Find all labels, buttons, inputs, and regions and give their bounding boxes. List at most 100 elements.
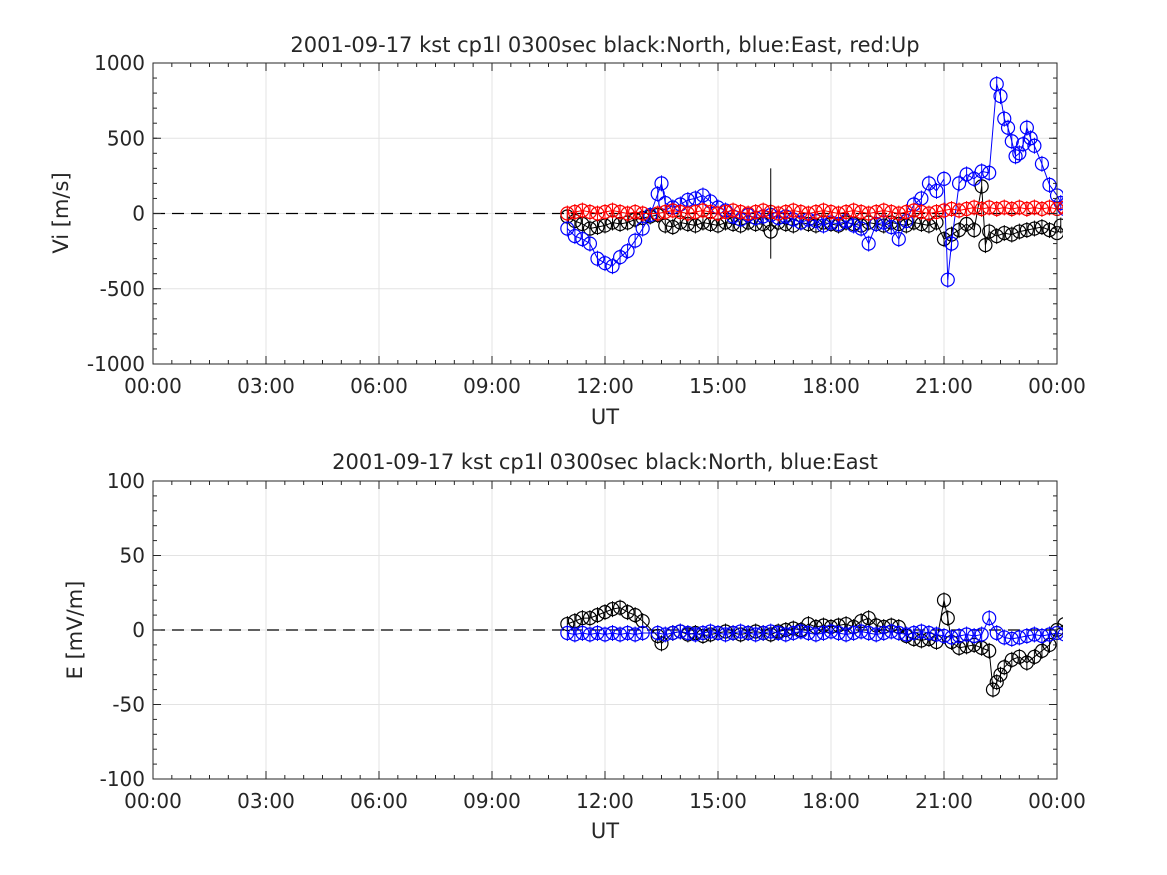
velocity-series-1-point [650, 186, 665, 202]
efield-series-1-point [620, 625, 635, 641]
efield-series-1-point [869, 627, 884, 642]
velocity-series-2-point [650, 206, 665, 221]
efield-series-1-point [861, 625, 876, 641]
velocity-x-tick-label: 21:00 [915, 374, 973, 398]
efield-series-1-point [951, 628, 967, 644]
velocity-series-2-point [974, 201, 989, 217]
efield-series-1-point [725, 625, 741, 641]
efield-series-1-point [967, 628, 982, 644]
velocity-series-1-point [959, 167, 974, 182]
efield-y-tick-label: 0 [132, 618, 145, 642]
efield-series-1-point [741, 625, 756, 641]
velocity-series-2-point [680, 206, 695, 221]
velocity-series-1-point [884, 219, 899, 235]
velocity-x-tick-label: 12:00 [576, 374, 634, 398]
velocity-series-2-point [575, 203, 590, 218]
efield-series-1-point [854, 624, 869, 639]
velocity-series-2-point [635, 206, 650, 221]
velocity-series-2-point [808, 204, 824, 220]
velocity-series-0-point [1004, 227, 1019, 242]
efield-x-tick-label: 12:00 [576, 789, 634, 813]
velocity-series-2-point [718, 204, 733, 220]
velocity-series-0-point [1027, 221, 1042, 236]
velocity-series-1-point [1019, 120, 1034, 135]
velocity-series-1-point [635, 221, 650, 236]
efield-series-1-point [695, 625, 711, 641]
efield-x-tick-label: 03:00 [237, 789, 295, 813]
efield-series-1-point [921, 625, 937, 641]
efield-series-0-point [620, 605, 635, 620]
efield-series-1-point [778, 627, 793, 642]
efield-chart-title: 2001-09-17 kst cp1l 0300sec black:North,… [332, 450, 878, 474]
velocity-series-1-point [643, 207, 658, 223]
velocity-series-2-point [921, 206, 937, 221]
efield-series-0-point [989, 675, 1004, 690]
efield-series-1-point [929, 627, 944, 642]
efield-series-0-point [654, 636, 669, 651]
efield-y-axis-label: E [mV/m] [63, 581, 87, 680]
velocity-series-0-point [982, 224, 997, 239]
efield-series-1-point [906, 625, 921, 641]
velocity-series-0-point [989, 228, 1004, 244]
velocity-x-tick-label: 18:00 [802, 374, 860, 398]
efield-series-1-point [612, 627, 628, 642]
velocity-series-2-point [771, 206, 786, 221]
velocity-series-2-point [688, 204, 703, 220]
velocity-series-1-point [816, 218, 831, 233]
velocity-series-1-point [951, 176, 967, 191]
efield-series-1-point [1027, 627, 1042, 642]
efield-series-1-point [567, 627, 582, 642]
velocity-series-2-point [982, 200, 997, 215]
velocity-series-2-point [658, 204, 673, 220]
velocity-series-2-point [567, 204, 582, 220]
efield-series-1-point [899, 627, 914, 642]
velocity-series-2-point [989, 201, 1004, 217]
velocity-series-1-point [1034, 156, 1050, 171]
velocity-series-1-point [1000, 120, 1016, 135]
velocity-series-2-point [831, 206, 846, 221]
velocity-series-0-point [936, 231, 952, 247]
efield-x-tick-label: 21:00 [915, 789, 973, 813]
velocity-series-2-point [710, 206, 726, 221]
efield-series-1-point [816, 625, 831, 641]
velocity-series-1-point [944, 236, 959, 251]
velocity-series-2-point [838, 204, 854, 220]
efield-series-0-point [936, 593, 952, 608]
velocity-series-0-point [997, 225, 1012, 241]
velocity-series-1-point [936, 171, 952, 186]
velocity-series-2-point [869, 204, 884, 220]
velocity-series-2-point [929, 204, 944, 220]
efield-series-1-point [703, 624, 718, 639]
velocity-series-2-point [914, 204, 929, 220]
efield-series-0-point [1004, 652, 1019, 667]
efield-series-1-point [838, 627, 854, 642]
efield-series-0-point [982, 643, 997, 658]
velocity-y-tick-label: -1000 [87, 352, 145, 376]
velocity-series-0-point [582, 221, 598, 236]
velocity-series-0-point [978, 238, 993, 253]
velocity-series-1-point [575, 231, 590, 247]
efield-series-0-point [1057, 617, 1063, 631]
efield-series-1-point [786, 625, 801, 641]
velocity-series-1-point [993, 89, 1008, 104]
velocity-series-1-point [846, 218, 861, 233]
efield-x-tick-label: 06:00 [350, 789, 408, 813]
velocity-series-2-point [854, 204, 869, 220]
efield-series-0-point [940, 610, 955, 626]
efield-series-1-point [673, 624, 688, 639]
velocity-series-1-point [1027, 138, 1042, 153]
efield-series-1-point [974, 627, 989, 642]
velocity-y-tick-label: -500 [100, 277, 145, 301]
velocity-x-tick-label: 15:00 [689, 374, 747, 398]
efield-series-1-point [1012, 630, 1027, 645]
velocity-series-2-point [748, 204, 763, 220]
efield-series-1-point [1042, 627, 1057, 642]
efield-series-1-point [560, 625, 575, 641]
efield-series-0-point [575, 610, 590, 626]
velocity-series-2-point [786, 203, 801, 218]
velocity-series-2-point [816, 203, 831, 218]
efield-series-1-point [628, 627, 643, 642]
velocity-series-1-point [940, 272, 955, 287]
efield-series-1-point [680, 625, 695, 641]
